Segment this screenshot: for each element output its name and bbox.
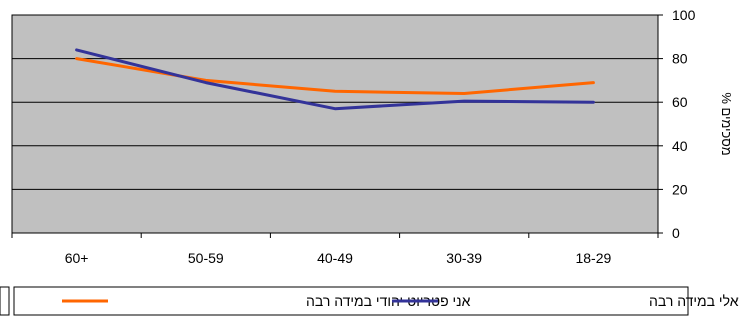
series-line-2 xyxy=(75,48,595,111)
x-tick-label: 18-29 xyxy=(575,250,611,266)
legend-box xyxy=(13,286,689,316)
axes xyxy=(12,15,659,234)
legend: אני פטריוט יהודי במידה רבה אני פטריוט ישר… xyxy=(0,286,739,316)
legend-items: אני פטריוט יהודי במידה רבה אני פטריוט ישר… xyxy=(62,293,739,309)
y-tick-label: 20 xyxy=(672,181,688,197)
y-tick-label: 100 xyxy=(672,7,696,23)
series-lines xyxy=(75,48,595,111)
x-tick-label: 30-39 xyxy=(446,250,482,266)
y-ticks: 0 20 40 60 80 100 xyxy=(658,7,696,241)
x-tick-label: 40-49 xyxy=(317,250,353,266)
y-tick-label: 80 xyxy=(672,51,688,67)
legend-box-edge-fragment xyxy=(0,286,10,316)
legend-label: אני פטריוט יהודי במידה רבה xyxy=(306,293,471,309)
y-axis-label: % מסכימים xyxy=(719,92,734,155)
x-ticks: 60+ 50-59 40-49 30-39 18-29 xyxy=(11,233,659,266)
y-tick-label: 40 xyxy=(672,138,688,154)
plot-area xyxy=(11,14,659,234)
x-tick-label: 50-59 xyxy=(188,250,224,266)
legend-label: אני פטריוט ישראלי במידה רבה xyxy=(649,293,739,309)
y-tick-label: 0 xyxy=(672,225,680,241)
gridlines xyxy=(12,58,658,190)
x-tick-label: 60+ xyxy=(65,250,89,266)
y-tick-label: 60 xyxy=(672,94,688,110)
